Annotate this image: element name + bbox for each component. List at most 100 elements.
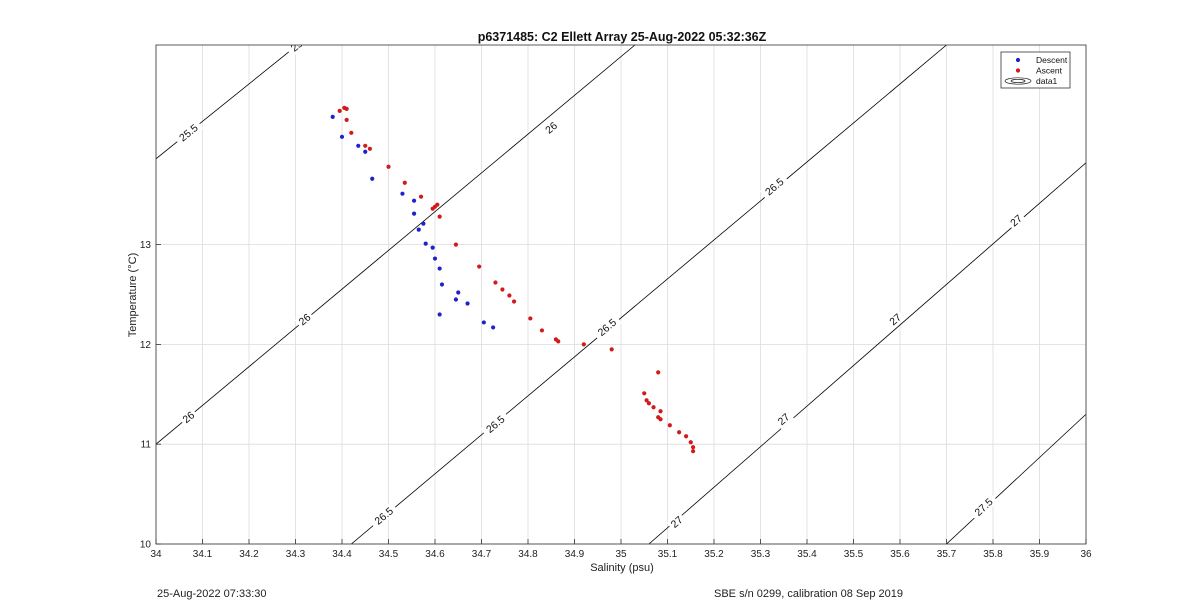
- x-tick-label: 35.9: [1030, 549, 1050, 560]
- ascent-point: [646, 401, 652, 406]
- ascent-point: [556, 339, 561, 344]
- contour-label: 27: [669, 514, 686, 531]
- ascent-point: [688, 440, 693, 445]
- descent-point: [437, 266, 442, 271]
- y-tick-label: 11: [141, 440, 152, 451]
- ascent-point: [677, 430, 682, 435]
- footer-timestamp: 25-Aug-2022 07:33:30: [157, 588, 267, 600]
- x-tick-label: 34.8: [518, 549, 538, 560]
- y-tick-label: 10: [140, 540, 152, 551]
- descent-point: [370, 176, 375, 181]
- ascent-point: [656, 370, 661, 375]
- ascent-point: [337, 108, 342, 113]
- descent-point: [411, 211, 417, 216]
- contour-label-bg: [759, 172, 790, 201]
- contour-label-bg: [178, 407, 199, 428]
- x-tick-label: 36: [1080, 549, 1092, 560]
- contour-label: 27: [887, 311, 904, 328]
- legend-contour-icon: [1010, 79, 1026, 83]
- x-axis-label: Salinity (psu): [590, 562, 654, 574]
- descent-point: [453, 297, 459, 302]
- legend-marker: [1015, 57, 1021, 63]
- contour-label-bg: [294, 309, 315, 330]
- density-contour-line: [156, 45, 636, 445]
- x-tick-label: 34.9: [565, 549, 585, 560]
- ascent-point: [367, 146, 372, 151]
- data-points: [330, 105, 696, 454]
- descent-point: [465, 301, 470, 306]
- x-tick-label: 35.2: [704, 549, 724, 560]
- contour-label-bg: [969, 492, 999, 522]
- ascent-point: [539, 328, 545, 333]
- descent-point: [491, 325, 496, 330]
- footer-calibration: SBE s/n 0299, calibration 08 Sep 2019: [714, 588, 903, 600]
- descent-point: [416, 227, 421, 232]
- ascent-point: [642, 391, 647, 396]
- descent-point: [423, 241, 428, 246]
- descent-point: [456, 290, 461, 295]
- contour-label-bg: [950, 9, 980, 37]
- x-tick-label: 34.5: [379, 549, 399, 560]
- descent-point: [363, 149, 368, 154]
- ascent-point: [658, 417, 663, 422]
- descent-point: [437, 312, 442, 317]
- x-tick-label: 35: [615, 549, 627, 560]
- x-tick-label: 34.2: [239, 549, 259, 560]
- descent-point: [430, 245, 435, 250]
- contour-label-bg: [666, 512, 687, 532]
- descent-point: [339, 134, 345, 139]
- legend-label: Descent: [1036, 55, 1068, 65]
- legend-marker: [1015, 68, 1021, 73]
- x-tick-label: 34.3: [286, 549, 306, 560]
- ascent-point: [437, 214, 442, 219]
- contour-label-bg: [1006, 210, 1027, 231]
- contour-label: 27: [1008, 213, 1025, 230]
- ascent-point: [684, 434, 689, 439]
- ascent-point: [402, 180, 407, 185]
- x-tick-label: 35.6: [890, 549, 910, 560]
- ascent-point: [651, 405, 656, 410]
- ascent-point: [363, 143, 368, 148]
- descent-point: [356, 143, 361, 148]
- ascent-point: [386, 164, 391, 169]
- contour-label: 26.5: [954, 12, 977, 34]
- contour-label-bg: [173, 119, 204, 147]
- x-tick-label: 35.3: [751, 549, 771, 560]
- descent-point: [481, 320, 486, 325]
- ascent-point: [690, 445, 696, 450]
- contour-label: 27: [776, 411, 793, 428]
- contour-label-bg: [885, 309, 906, 330]
- legend-label: Ascent: [1036, 66, 1063, 76]
- ascent-point: [581, 342, 586, 347]
- ascent-point: [667, 423, 672, 428]
- descent-point: [411, 198, 417, 203]
- ascent-point: [493, 280, 498, 285]
- x-tick-label: 34.1: [193, 549, 213, 560]
- ascent-point: [344, 117, 349, 122]
- y-tick-label: 13: [140, 240, 152, 251]
- ascent-point: [644, 398, 649, 403]
- contour-label-bg: [541, 117, 562, 138]
- chart-title: p6371485: C2 Ellett Array 25-Aug-2022 05…: [478, 30, 767, 44]
- contour-label: 25.5: [289, 32, 313, 54]
- legend-contour-icon: [1004, 77, 1032, 85]
- descent-point: [421, 221, 426, 226]
- x-tick-label: 35.7: [937, 549, 957, 560]
- descent-point: [400, 191, 405, 196]
- x-tick-label: 35.5: [844, 549, 864, 560]
- contour-label-bg: [368, 502, 399, 530]
- ascent-point: [349, 130, 354, 135]
- descent-point: [432, 256, 438, 261]
- ascent-point: [528, 316, 533, 321]
- ascent-point: [658, 409, 663, 414]
- x-tick-label: 35.1: [658, 549, 678, 560]
- ascent-point: [507, 293, 512, 298]
- x-tick-label: 35.8: [983, 549, 1003, 560]
- axis-ticks: 34 34.1 34.2 34.3 34.4 34.5 34.6 34.7 34.8 34.9 35…: [140, 240, 1092, 560]
- x-tick-label: 34.7: [472, 549, 492, 560]
- x-tick-label: 34.4: [332, 549, 352, 560]
- x-tick-label: 34.6: [425, 549, 445, 560]
- contour-label-bg: [773, 409, 794, 430]
